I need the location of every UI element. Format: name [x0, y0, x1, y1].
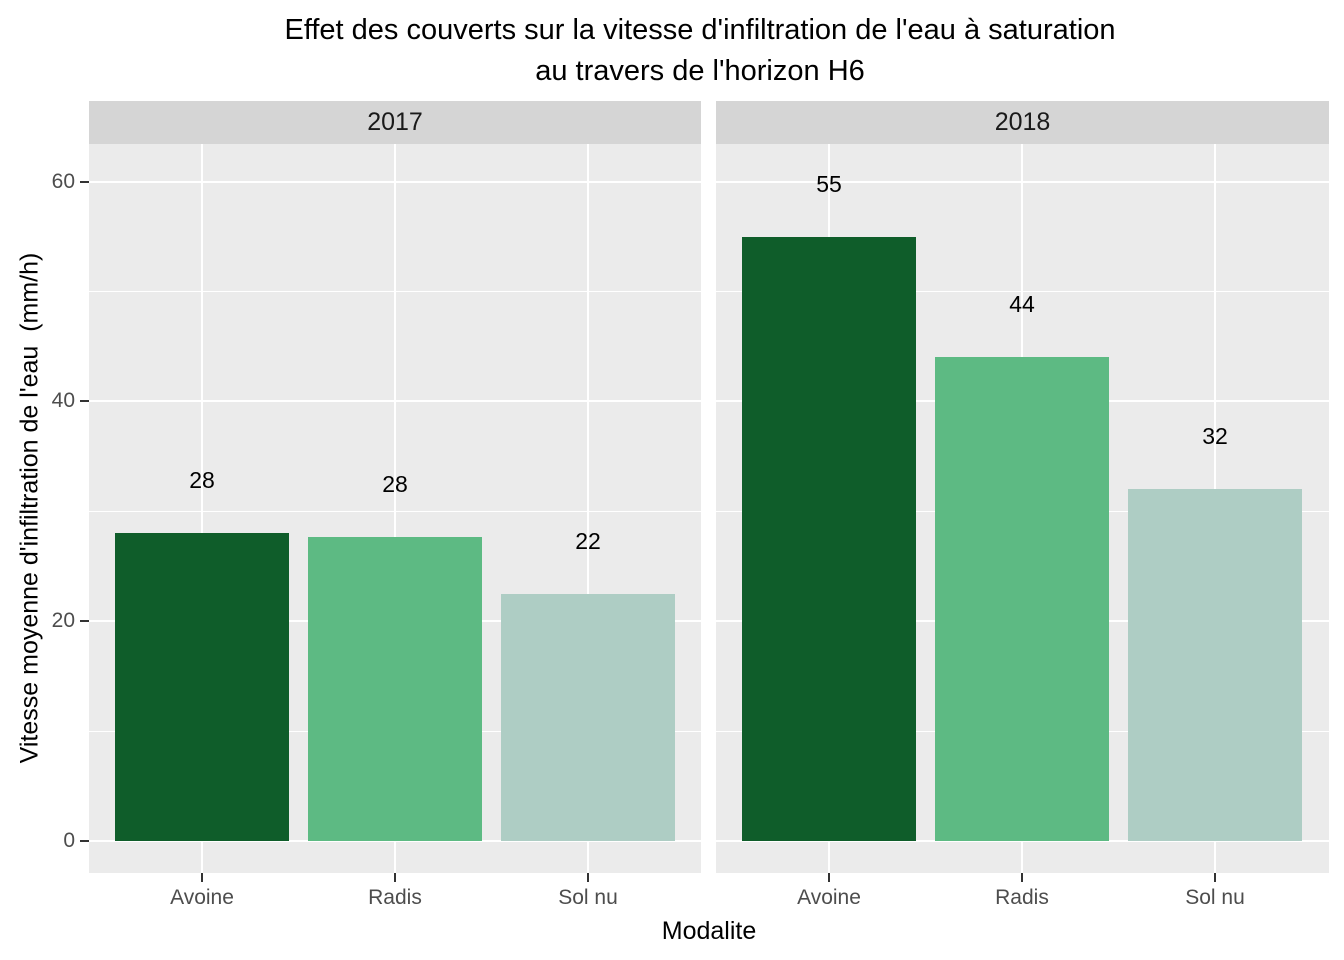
x-tick-label-Avoine: Avoine: [797, 886, 861, 909]
bar-2018-avoine: [742, 236, 916, 841]
bar-2017-radis: [308, 536, 482, 841]
bar-value-label: 32: [1202, 423, 1228, 450]
y-tick-label-40: 40: [51, 389, 75, 413]
x-tick-mark: [587, 873, 589, 882]
facet-strip-label: 2017: [367, 108, 423, 136]
bar-value-label: 55: [816, 170, 842, 197]
y-tick-mark: [80, 400, 89, 403]
bar-value-label: 28: [189, 467, 215, 494]
x-tick-mark: [1214, 873, 1216, 882]
bar-2017-avoine: [115, 533, 289, 841]
bar-2018-sol-nu: [1128, 489, 1302, 841]
x-tick-mark: [201, 873, 203, 882]
x-tick-mark: [1021, 873, 1023, 882]
y-tick-mark: [80, 840, 89, 842]
y-tick-mark: [80, 620, 89, 623]
chart-title-line-2: au travers de l'horizon H6: [535, 55, 865, 87]
chart-title-line-1: Effet des couverts sur la vitesse d'infi…: [284, 14, 1116, 46]
x-tick-mark: [394, 873, 396, 882]
facet-strip-2018: 2018: [716, 101, 1329, 144]
x-tick-label-Radis: Radis: [995, 886, 1049, 909]
bar-2018-radis: [935, 357, 1109, 841]
x-tick-label-Avoine: Avoine: [170, 886, 234, 909]
y-tick-label-60: 60: [51, 169, 75, 193]
bar-2017-sol-nu: [501, 593, 675, 841]
gridline-x: [394, 144, 396, 873]
facet-strip-label: 2018: [994, 108, 1051, 136]
x-axis-title: Modalite: [661, 917, 757, 945]
bar-value-label: 44: [1009, 291, 1035, 318]
y-tick-mark: [80, 180, 89, 183]
x-tick-label-Radis: Radis: [368, 886, 422, 909]
x-tick-mark: [828, 873, 830, 882]
y-tick-label-0: 0: [63, 829, 75, 852]
y-tick-label-20: 20: [51, 609, 75, 633]
gridline-x: [587, 144, 589, 873]
y-axis-title: Vitesse moyenne d'infiltration de l'eau …: [15, 252, 44, 764]
bar-value-label: 28: [382, 470, 408, 497]
bar-value-label: 22: [575, 527, 601, 554]
facet-strip-2017: 2017: [89, 101, 701, 144]
gridline-x: [201, 144, 203, 873]
chart-title: Effet des couverts sur la vitesse d'infi…: [284, 10, 1115, 92]
x-tick-label-Sol nu: Sol nu: [1185, 886, 1245, 909]
x-tick-label-Sol nu: Sol nu: [558, 886, 618, 909]
